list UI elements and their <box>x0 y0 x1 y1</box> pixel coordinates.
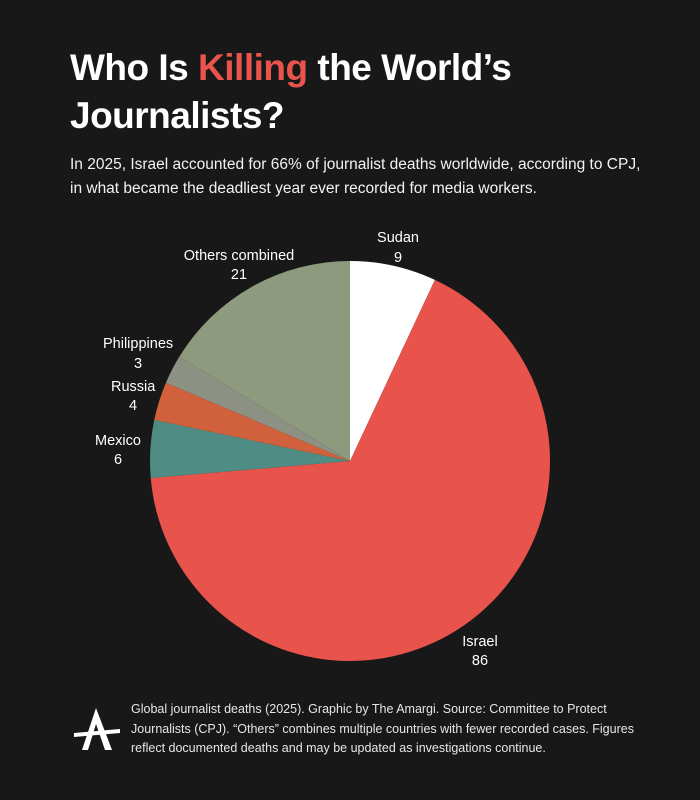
slice-value-others: 21 <box>231 267 247 283</box>
pie-slice-sudan <box>350 261 435 461</box>
slice-label-israel: Israel <box>462 634 497 650</box>
title-highlight: Killing <box>198 47 308 88</box>
pie-chart: Sudan 9 Israel 86 Mexico 6 Russia 4 Phil… <box>95 230 551 669</box>
pie-slice-philippines <box>165 356 350 461</box>
slice-value-russia: 4 <box>129 398 137 414</box>
slice-value-philippines: 3 <box>134 356 142 372</box>
pie-slice-others-combined <box>179 261 350 461</box>
pie-slices <box>150 261 551 662</box>
page-title: Who Is Killing the World’s Journalists? <box>70 44 670 140</box>
pie-slice-russia <box>154 382 350 461</box>
slice-value-mexico: 6 <box>114 452 122 468</box>
subtitle: In 2025, Israel accounted for 66% of jou… <box>70 156 641 197</box>
footer-note: Global journalist deaths (2025). Graphic… <box>131 702 634 755</box>
slice-label-russia: Russia <box>111 379 156 395</box>
title-start: Who Is <box>70 47 199 88</box>
slice-label-mexico: Mexico <box>95 433 141 449</box>
slice-value-israel: 86 <box>472 653 488 669</box>
title-end: the World’s Journalists? <box>70 47 512 136</box>
slice-value-sudan: 9 <box>394 250 402 266</box>
pie-slice-mexico <box>150 419 350 479</box>
pie-slice-israel <box>150 279 551 662</box>
slice-label-philippines: Philippines <box>103 336 173 352</box>
slice-label-others: Others combined <box>184 248 294 264</box>
amargi-logo-icon <box>74 708 120 750</box>
slice-label-sudan: Sudan <box>377 230 419 246</box>
